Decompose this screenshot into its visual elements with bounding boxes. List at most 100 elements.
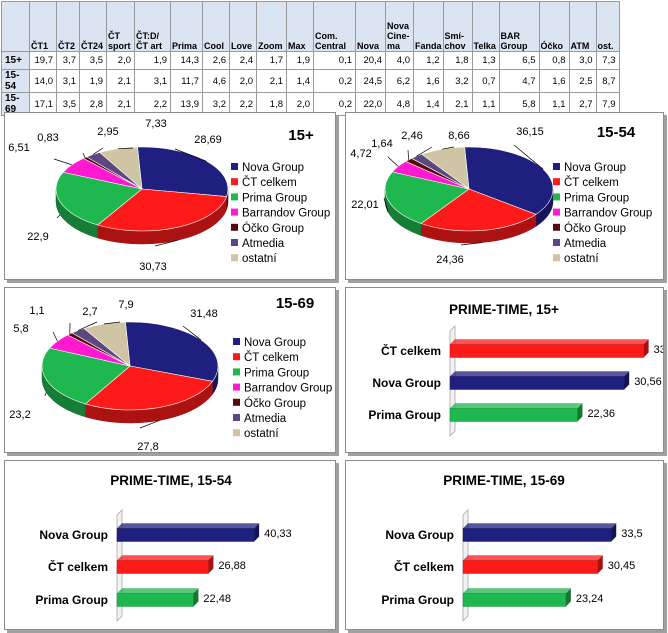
share-table: ČT1 ČT2 ČT24 ČT sport ČT:D/ ČT art Prima Cool L… — [1, 1, 620, 116]
pie-chart-15-54: 36,15 24,36 22,01 4,721,64 2,46 8,66 15-54 Nova… — [350, 124, 652, 266]
table-cell: 14,3 — [170, 51, 203, 70]
bar-end-ct-celkem — [597, 555, 603, 574]
pie-panel-15plus: 28,69 30,73 22,9 6,51 0,83 2,95 7,33 15+ Nova Gr… — [4, 112, 336, 280]
bar-value-label: 22,36 — [587, 408, 615, 420]
bar-end-ct-celkem — [208, 555, 214, 574]
column-header: ČT1 — [29, 1, 57, 52]
table-cell: 3,7 — [56, 51, 80, 70]
bar-nova-group — [449, 376, 625, 390]
table-cell: 1,2 — [413, 51, 444, 70]
table-cell: 7,3 — [595, 51, 620, 70]
legend-label: ČT celkem — [244, 351, 299, 364]
pie-value-label: 8,66 — [448, 130, 469, 142]
legend-label: Atmedia — [564, 238, 607, 250]
table-cell: 3,0 — [568, 51, 597, 70]
leader-line — [52, 331, 58, 342]
chart-title: 15-69 — [276, 295, 314, 312]
leader-line — [513, 144, 544, 170]
leader-line — [56, 214, 61, 219]
legend-label: ČT celkem — [242, 176, 297, 189]
chart-title: 15-54 — [597, 124, 636, 141]
bar-panel-prime-15-69: Nova Group 33,5 ČT celkem 30,45 Prima Group 2… — [345, 460, 664, 630]
bar-top-ct-celkem — [449, 339, 650, 345]
bar-panel-prime-15plus: ČT celkem 33,97 Nova Group 30,56 Prima Group… — [345, 287, 664, 453]
bar-value-label: 40,33 — [264, 528, 292, 540]
legend-swatch-ocko-group — [553, 223, 560, 231]
bar-top-nova-group — [116, 523, 260, 529]
table-cell: 2,4 — [229, 51, 257, 70]
column-header: Smí- chov — [442, 1, 473, 52]
leader-line — [182, 325, 202, 341]
table-cell: 6,5 — [498, 51, 540, 70]
bar-prima-group — [462, 593, 567, 607]
bar-prima-group — [116, 593, 194, 607]
column-header: ČT24 — [79, 1, 107, 52]
legend-swatch-ct-celkem — [231, 178, 238, 186]
bar-nova-group — [462, 528, 612, 542]
column-header: ost. — [595, 1, 620, 52]
pie-value-label: 22,9 — [27, 231, 48, 243]
leader-line — [53, 158, 72, 166]
column-header: Prima — [170, 1, 203, 52]
legend-label: ostatní — [242, 253, 277, 265]
column-header: Fanda — [413, 1, 444, 52]
table-cell: 0,8 — [538, 51, 570, 70]
table-cell: 2,0 — [106, 51, 135, 70]
legend-label: Prima Group — [244, 367, 309, 379]
column-header: Telka — [471, 1, 500, 52]
bar-top-nova-group — [449, 371, 630, 377]
legend-label: Nova Group — [564, 162, 626, 174]
legend-label: ostatní — [564, 253, 599, 265]
table-cell: 0,7 — [471, 69, 500, 93]
column-header: ČT:D/ ČT art — [134, 1, 171, 52]
column-header: Nova — [355, 1, 386, 52]
legend-swatch-ostatni — [231, 254, 238, 262]
bar-top-prima-group — [116, 588, 199, 594]
table-cell: 1,8 — [442, 51, 473, 70]
table-cell: 2,0 — [229, 69, 257, 93]
table-cell: 3,1 — [134, 69, 171, 93]
bar-value-label: 22,48 — [203, 593, 231, 605]
column-header — [1, 1, 30, 52]
bar-category-label: Nova Group — [385, 528, 454, 542]
column-header: Nova Cine- ma — [385, 1, 414, 52]
pie-chart-15plus: 28,69 30,73 22,9 6,51 0,83 2,95 7,33 15+ Nova Gr… — [8, 118, 330, 273]
leader-line — [154, 239, 178, 247]
table-cell: 4,7 — [498, 69, 540, 93]
pie-value-label: 4,72 — [350, 148, 371, 160]
pie-value-label: 7,33 — [145, 118, 166, 130]
pie-slice-ostatni — [83, 321, 131, 367]
bar-category-label: Nova Group — [372, 376, 441, 390]
pie-slice-ct-celkem — [97, 188, 228, 232]
bar-end-nova-group — [611, 523, 617, 542]
table-cell: 1,9 — [286, 51, 314, 70]
column-header: Com. Central — [313, 1, 356, 52]
bar-end-nova-group — [254, 523, 260, 542]
bar-ct-celkem — [449, 344, 644, 358]
pie-slice-prima-group — [41, 347, 131, 405]
table-cell: 4,6 — [202, 69, 230, 93]
leader-line — [387, 156, 399, 167]
table-cell: 0,1 — [313, 51, 356, 70]
leader-line — [103, 321, 121, 325]
column-header: ATM — [568, 1, 597, 52]
table-cell: 1,9 — [79, 69, 107, 93]
pie-value-label: 5,8 — [13, 323, 28, 335]
leader-line — [460, 242, 483, 246]
legend-swatch-atmedia — [233, 414, 240, 421]
legend-label: Atmedia — [244, 413, 287, 425]
bar-chart-prime-15-54: Nova Group 40,33 ČT celkem 26,88 Prima Group… — [35, 473, 292, 622]
table-cell: 3,5 — [79, 51, 107, 70]
legend-label: Nova Group — [244, 337, 306, 349]
legend-label: Barrandov Group — [242, 208, 330, 220]
table-cell: 3,2 — [442, 69, 473, 93]
bar-value-label: 30,45 — [608, 560, 636, 572]
table-cell: 2,1 — [256, 69, 287, 93]
leader-line — [383, 197, 389, 213]
pie-value-label: 2,7 — [82, 306, 97, 318]
leader-line — [407, 149, 409, 160]
pie-value-label: 24,36 — [436, 254, 464, 266]
row-label: 15-54 — [1, 69, 30, 93]
bar-value-label: 26,88 — [218, 560, 246, 572]
bar-prima-group — [449, 408, 578, 422]
